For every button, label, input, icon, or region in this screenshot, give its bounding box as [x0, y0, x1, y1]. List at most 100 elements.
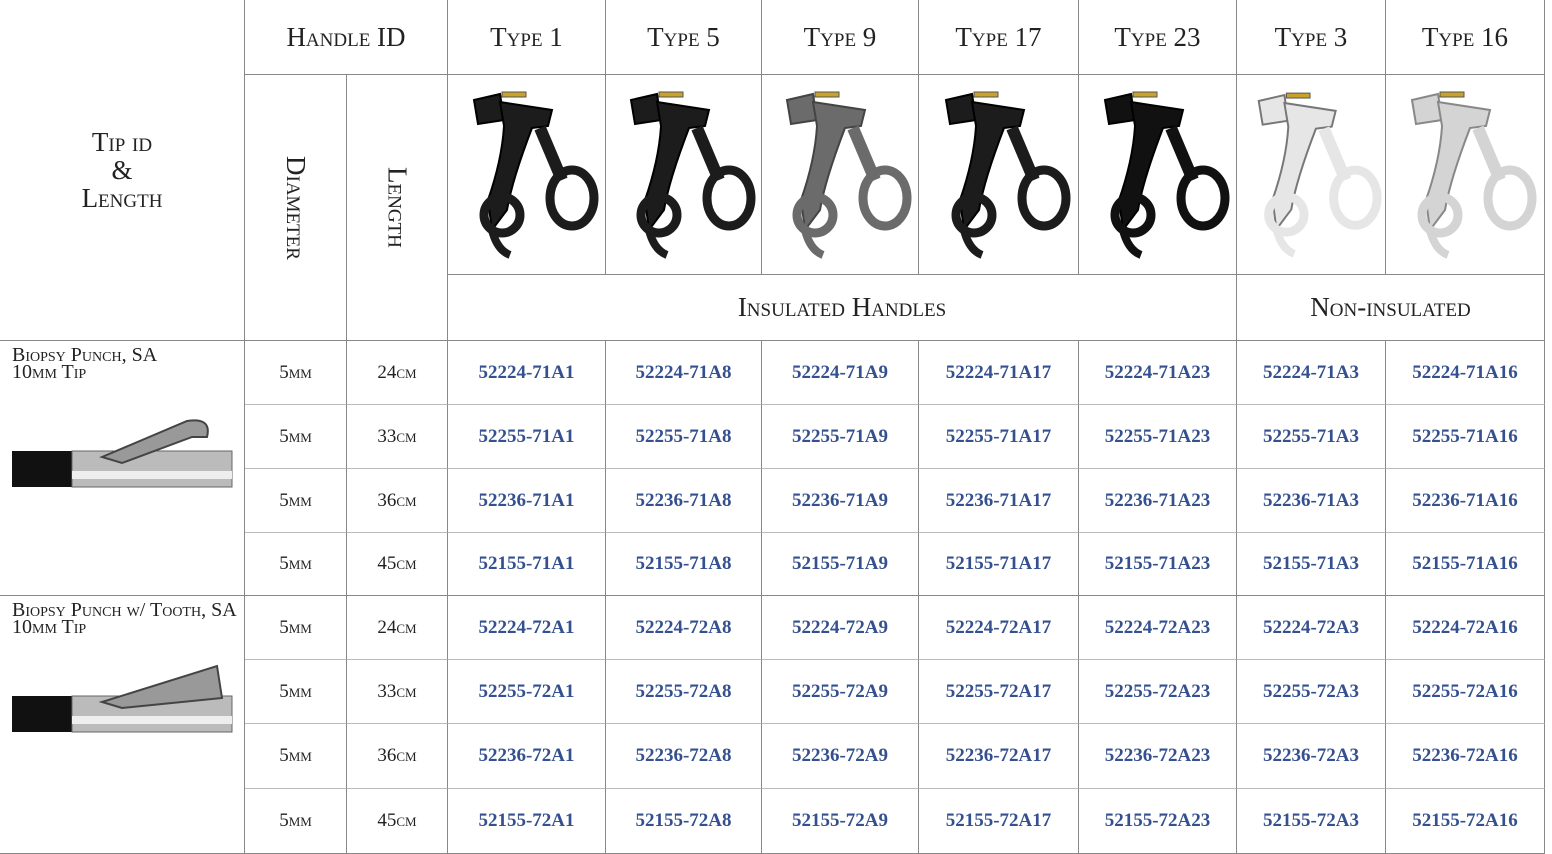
diameter: 5mm: [245, 405, 347, 469]
type-header: Type 16: [1386, 0, 1545, 75]
part-number: 52155-72A8: [606, 789, 762, 854]
part-number: 52236-72A3: [1237, 724, 1386, 789]
header-line: Tip id: [91, 127, 153, 157]
handle-icon: [472, 91, 598, 259]
part-number: 52236-71A3: [1237, 469, 1386, 533]
diameter: 5mm: [245, 469, 347, 533]
part-number: 52224-72A23: [1079, 596, 1237, 660]
part-number: 52236-72A8: [606, 724, 762, 789]
handle-image: [919, 75, 1079, 275]
part-number: 52236-72A17: [919, 724, 1079, 789]
length: 36cm: [347, 724, 448, 789]
length: 33cm: [347, 405, 448, 469]
header-line: Length: [81, 183, 163, 213]
tip-length: 10mm Tip: [12, 616, 87, 638]
part-number: 52224-72A3: [1237, 596, 1386, 660]
part-number: 52255-71A16: [1386, 405, 1545, 469]
part-number: 52255-71A8: [606, 405, 762, 469]
part-number: 52224-71A1: [448, 341, 606, 405]
part-number: 52155-71A3: [1237, 533, 1386, 596]
part-number: 52155-71A16: [1386, 533, 1545, 596]
type-header: Type 23: [1079, 0, 1237, 75]
length: 45cm: [347, 533, 448, 596]
part-number: 52224-71A17: [919, 341, 1079, 405]
diameter-header: Diameter: [245, 75, 347, 341]
diameter: 5mm: [245, 533, 347, 596]
part-number: 52155-71A1: [448, 533, 606, 596]
part-number: 52224-71A3: [1237, 341, 1386, 405]
length: 33cm: [347, 660, 448, 724]
part-number: 52236-72A1: [448, 724, 606, 789]
part-number: 52255-71A1: [448, 405, 606, 469]
type-header: Type 5: [606, 0, 762, 75]
part-number: 52155-71A23: [1079, 533, 1237, 596]
part-number: 52255-72A1: [448, 660, 606, 724]
part-number: 52224-71A9: [762, 341, 919, 405]
part-number: 52255-72A16: [1386, 660, 1545, 724]
part-number: 52236-71A1: [448, 469, 606, 533]
part-number: 52255-71A17: [919, 405, 1079, 469]
group-name: Biopsy Punch w/ Tooth, SA: [12, 599, 237, 621]
type-header: Type 3: [1237, 0, 1386, 75]
part-number: 52155-71A8: [606, 533, 762, 596]
part-number: 52155-71A9: [762, 533, 919, 596]
part-number: 52255-72A17: [919, 660, 1079, 724]
tip-icon: [12, 664, 233, 733]
part-number: 52236-72A9: [762, 724, 919, 789]
handle-icon: [1410, 91, 1537, 259]
handle-image: [1386, 75, 1545, 275]
part-number: 52155-72A23: [1079, 789, 1237, 854]
diameter: 5mm: [245, 660, 347, 724]
part-number: 52255-72A23: [1079, 660, 1237, 724]
tip-id-header: Tip id & Length: [0, 0, 245, 341]
part-number: 52236-71A23: [1079, 469, 1237, 533]
part-number: 52236-71A9: [762, 469, 919, 533]
part-number: 52224-71A8: [606, 341, 762, 405]
group-cell: Biopsy Punch, SA 10mm Tip: [0, 341, 245, 596]
non-insulated-header: Non-insulated: [1237, 275, 1545, 341]
type-header: Type 17: [919, 0, 1079, 75]
part-number: 52255-72A9: [762, 660, 919, 724]
handle-image: [1079, 75, 1237, 275]
part-number: 52255-71A23: [1079, 405, 1237, 469]
part-number: 52155-72A9: [762, 789, 919, 854]
length: 36cm: [347, 469, 448, 533]
part-number: 52224-72A17: [919, 596, 1079, 660]
part-number: 52155-72A17: [919, 789, 1079, 854]
part-number: 52224-72A8: [606, 596, 762, 660]
handle-id-header: Handle ID: [245, 0, 448, 75]
part-number: 52224-71A16: [1386, 341, 1545, 405]
diameter: 5mm: [245, 596, 347, 660]
header-line: &: [111, 155, 133, 185]
part-number: 52236-71A8: [606, 469, 762, 533]
part-number: 52224-72A9: [762, 596, 919, 660]
tip-image: [12, 662, 237, 752]
part-number: 52155-72A1: [448, 789, 606, 854]
handle-icon: [1103, 91, 1229, 259]
part-number: 52224-71A23: [1079, 341, 1237, 405]
handle-image: [1237, 75, 1386, 275]
part-number: 52255-72A8: [606, 660, 762, 724]
part-number: 52155-72A3: [1237, 789, 1386, 854]
diameter: 5mm: [245, 789, 347, 854]
type-header: Type 9: [762, 0, 919, 75]
diameter: 5mm: [245, 724, 347, 789]
group-cell: Biopsy Punch w/ Tooth, SA 10mm Tip: [0, 596, 245, 854]
handle-icon: [1257, 92, 1382, 258]
tip-icon: [12, 419, 233, 488]
length: 24cm: [347, 596, 448, 660]
type-header: Type 1: [448, 0, 606, 75]
length: 24cm: [347, 341, 448, 405]
part-number: 52224-72A16: [1386, 596, 1545, 660]
part-number: 52236-71A16: [1386, 469, 1545, 533]
handle-icon: [944, 91, 1070, 259]
part-number: 52236-72A23: [1079, 724, 1237, 789]
handle-image: [606, 75, 762, 275]
part-number: 52224-72A1: [448, 596, 606, 660]
handle-icon: [785, 91, 912, 259]
length-header: Length: [347, 75, 448, 341]
part-number: 52255-72A3: [1237, 660, 1386, 724]
part-number: 52255-71A3: [1237, 405, 1386, 469]
handle-image: [762, 75, 919, 275]
group-name: Biopsy Punch, SA: [12, 344, 158, 366]
